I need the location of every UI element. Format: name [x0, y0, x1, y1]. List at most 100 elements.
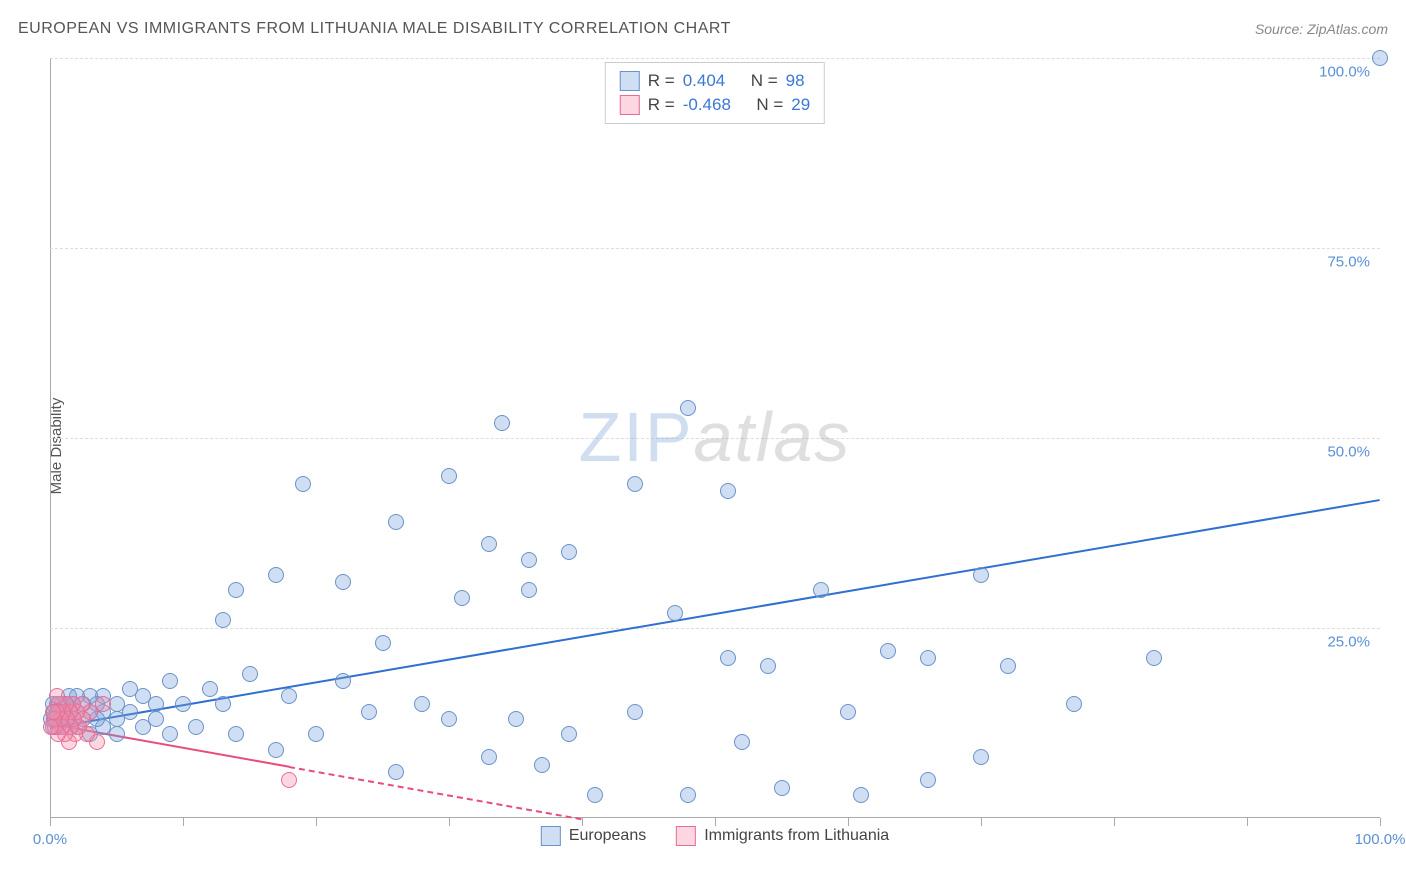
data-point: [281, 688, 297, 704]
n-value-lithuania: 29: [791, 95, 810, 115]
x-tick: [50, 818, 51, 826]
data-point: [454, 590, 470, 606]
legend-swatch-icon: [676, 826, 696, 846]
data-point: [494, 415, 510, 431]
data-point: [228, 726, 244, 742]
r-value-europeans: 0.404: [683, 71, 726, 91]
legend-item-lithuania: Immigrants from Lithuania: [676, 826, 889, 846]
legend-swatch-icon: [541, 826, 561, 846]
data-point: [268, 567, 284, 583]
data-point: [162, 726, 178, 742]
chart-title: EUROPEAN VS IMMIGRANTS FROM LITHUANIA MA…: [18, 20, 731, 38]
chart-area: 25.0%50.0%75.0%100.0%0.0%100.0% ZIPatlas…: [50, 58, 1380, 848]
trend-line: [289, 766, 582, 820]
data-point: [202, 681, 218, 697]
data-point: [534, 757, 550, 773]
gridline: [50, 438, 1380, 439]
data-point: [521, 552, 537, 568]
x-tick: [981, 818, 982, 826]
x-tick: [582, 818, 583, 826]
x-tick: [1380, 818, 1381, 826]
data-point: [335, 673, 351, 689]
data-point: [720, 483, 736, 499]
x-tick: [1114, 818, 1115, 826]
x-tick: [715, 818, 716, 826]
data-point: [587, 787, 603, 803]
data-point: [162, 673, 178, 689]
data-point: [1000, 658, 1016, 674]
legend-label-europeans: Europeans: [569, 827, 646, 845]
data-point: [188, 719, 204, 735]
data-point: [135, 719, 151, 735]
data-point: [414, 696, 430, 712]
legend-row-europeans: R = 0.404 N = 98: [620, 69, 810, 93]
legend-series: Europeans Immigrants from Lithuania: [541, 826, 889, 846]
data-point: [215, 696, 231, 712]
data-point: [481, 749, 497, 765]
data-point: [627, 476, 643, 492]
data-point: [813, 582, 829, 598]
data-point: [973, 749, 989, 765]
data-point: [228, 582, 244, 598]
data-point: [840, 704, 856, 720]
legend-swatch-europeans: [620, 71, 640, 91]
gridline: [50, 628, 1380, 629]
data-point: [880, 643, 896, 659]
data-point: [441, 711, 457, 727]
x-tick: [449, 818, 450, 826]
n-label: N =: [751, 71, 778, 91]
data-point: [1146, 650, 1162, 666]
data-point: [760, 658, 776, 674]
gridline: [50, 248, 1380, 249]
data-point: [43, 719, 59, 735]
data-point: [1066, 696, 1082, 712]
data-point: [920, 650, 936, 666]
y-tick-label: 75.0%: [1327, 254, 1370, 271]
data-point: [561, 726, 577, 742]
data-point: [508, 711, 524, 727]
legend-row-lithuania: R = -0.468 N = 29: [620, 93, 810, 117]
data-point: [242, 666, 258, 682]
legend-stats: R = 0.404 N = 98 R = -0.468 N = 29: [605, 62, 825, 124]
legend-label-lithuania: Immigrants from Lithuania: [704, 827, 889, 845]
r-label: R =: [648, 95, 675, 115]
data-point: [973, 567, 989, 583]
data-point: [1372, 50, 1388, 66]
plot-region: 25.0%50.0%75.0%100.0%0.0%100.0%: [50, 58, 1380, 848]
r-label: R =: [648, 71, 675, 91]
data-point: [49, 688, 65, 704]
data-point: [680, 400, 696, 416]
data-point: [122, 681, 138, 697]
data-point: [268, 742, 284, 758]
data-point: [627, 704, 643, 720]
data-point: [45, 704, 61, 720]
data-point: [441, 468, 457, 484]
x-tick-label: 100.0%: [1355, 831, 1406, 848]
data-point: [375, 635, 391, 651]
data-point: [388, 764, 404, 780]
data-point: [361, 704, 377, 720]
data-point: [335, 574, 351, 590]
x-tick: [316, 818, 317, 826]
data-point: [853, 787, 869, 803]
y-tick-label: 25.0%: [1327, 634, 1370, 651]
gridline: [50, 58, 1380, 59]
legend-item-europeans: Europeans: [541, 826, 646, 846]
x-tick-label: 0.0%: [33, 831, 67, 848]
x-tick: [183, 818, 184, 826]
data-point: [281, 772, 297, 788]
r-value-lithuania: -0.468: [683, 95, 731, 115]
y-tick-label: 100.0%: [1319, 64, 1370, 81]
trend-line: [50, 499, 1380, 729]
data-point: [215, 612, 231, 628]
data-point: [481, 536, 497, 552]
legend-swatch-lithuania: [620, 95, 640, 115]
x-tick: [848, 818, 849, 826]
data-point: [308, 726, 324, 742]
source-label: Source: ZipAtlas.com: [1255, 21, 1388, 37]
data-point: [388, 514, 404, 530]
data-point: [720, 650, 736, 666]
data-point: [734, 734, 750, 750]
data-point: [175, 696, 191, 712]
x-tick: [1247, 818, 1248, 826]
